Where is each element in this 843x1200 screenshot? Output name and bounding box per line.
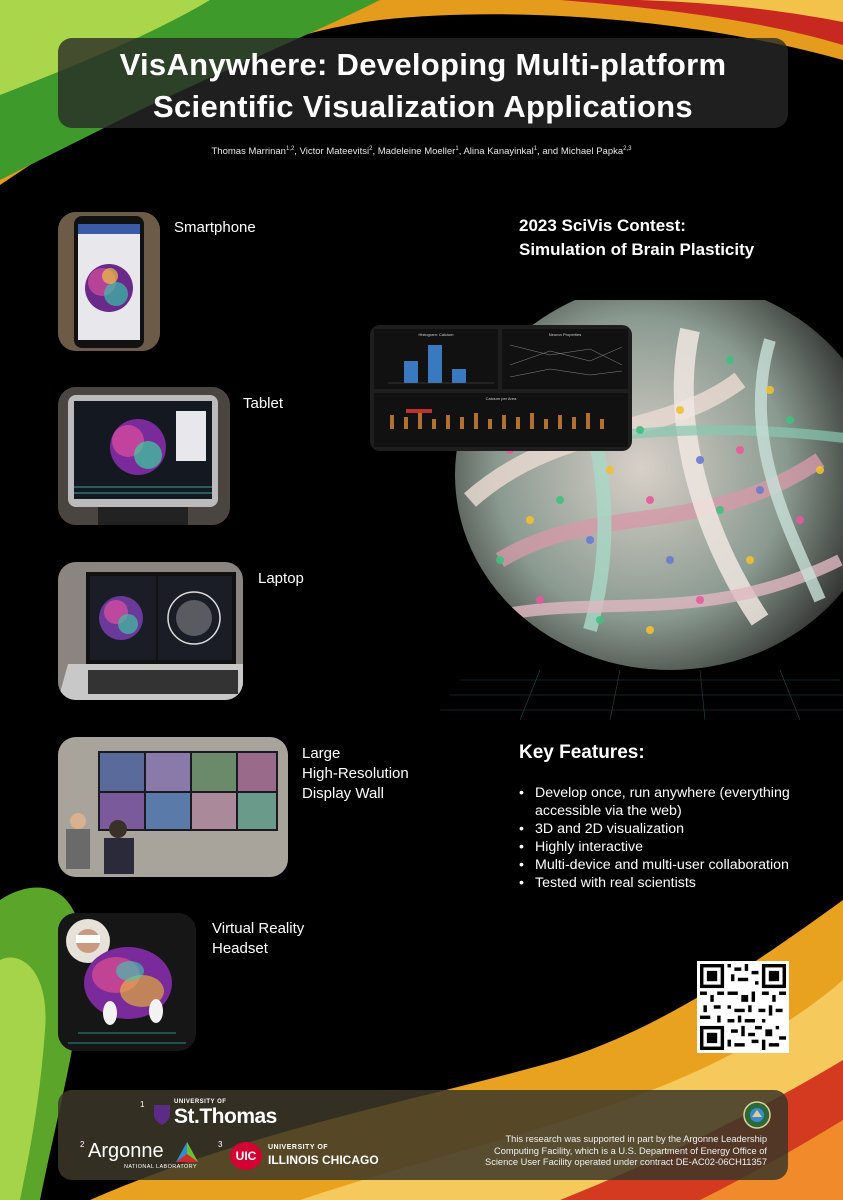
qr-code-pattern xyxy=(700,964,786,1050)
qr-code[interactable] xyxy=(697,961,789,1053)
charts-panel: Histogram: Calcium Neuron Properties Cal… xyxy=(370,325,632,451)
st-thomas-small-text: UNIVERSITY OF xyxy=(174,1099,227,1105)
vr-headset-photo xyxy=(58,913,196,1051)
boxplot-title: Calcium per Area xyxy=(486,396,517,401)
histogram-title: Histogram: Calcium xyxy=(419,332,455,337)
author-name: Michael Papka xyxy=(560,146,624,158)
author-affiliation: 1,2 xyxy=(285,146,295,152)
poster-title: VisAnywhere: Developing Multi-platform S… xyxy=(58,44,788,128)
uic-line-1: UNIVERSITY OF xyxy=(268,1144,329,1151)
acknowledgement-line-1: This research was supported in part by t… xyxy=(505,1134,767,1144)
doe-seal-icon xyxy=(743,1101,771,1129)
author-list: Thomas Marrinan1,2, Victor Mateevitsi2 , … xyxy=(0,146,843,157)
contest-heading-line-2: Simulation of Brain Plasticity xyxy=(519,240,755,259)
uic-logo: UIC UNIVERSITY OF ILLINOIS CHICAGO xyxy=(230,1142,400,1172)
argonne-name: Argonne xyxy=(88,1140,164,1162)
display-wall-label-line-1: Large xyxy=(302,745,341,762)
argonne-subtitle: NATIONAL LABORATORY xyxy=(124,1164,198,1170)
vr-illustration xyxy=(58,913,196,1051)
tablet-photo xyxy=(58,387,230,525)
author-affiliation: 1 xyxy=(533,146,538,152)
title-line-1: VisAnywhere: Developing Multi-platform xyxy=(119,47,727,82)
vr-label-line-2: Headset xyxy=(212,940,268,957)
contest-heading-line-1: 2023 SciVis Contest: xyxy=(519,216,686,235)
list-item: Highly interactive xyxy=(519,838,819,856)
charts-panel-graphics: Histogram: Calcium Neuron Properties Cal… xyxy=(374,329,628,447)
argonne-triangle-icon xyxy=(176,1142,198,1162)
affiliation-number-2: 2 xyxy=(80,1140,85,1149)
author-affiliation: 2,3 xyxy=(623,146,632,152)
author-separator: , xyxy=(372,146,378,158)
parallel-coords-title: Neuron Properties xyxy=(549,332,581,337)
laptop-illustration xyxy=(58,562,243,700)
author-separator: , xyxy=(294,146,300,158)
smartphone-illustration xyxy=(58,212,160,351)
list-item: Develop once, run anywhere (everything a… xyxy=(519,784,819,820)
vr-label-line-1: Virtual Reality xyxy=(212,920,305,937)
display-wall-label-line-2: High-Resolution xyxy=(302,765,409,782)
tablet-illustration xyxy=(58,387,230,525)
author-name: Alina Kanayinkal xyxy=(463,146,534,158)
list-item: Multi-device and multi-user collaboratio… xyxy=(519,856,819,874)
author-separator: , xyxy=(458,146,464,158)
tablet-label: Tablet xyxy=(243,395,284,412)
display-wall-label-line-3: Display Wall xyxy=(302,785,384,802)
author-separator: , and xyxy=(537,146,561,158)
uic-line-2: ILLINOIS CHICAGO xyxy=(268,1153,379,1167)
vr-label: Virtual Reality Headset xyxy=(212,919,304,959)
uic-badge: UIC xyxy=(230,1142,262,1170)
display-wall-label: Large High-Resolution Display Wall xyxy=(302,744,409,804)
smartphone-photo xyxy=(58,212,160,351)
author-name: Thomas Marrinan xyxy=(211,146,286,158)
title-line-2: Scientific Visualization Applications xyxy=(153,89,693,124)
smartphone-label: Smartphone xyxy=(174,219,256,236)
list-item: 3D and 2D visualization xyxy=(519,820,819,838)
author-affiliation: 1 xyxy=(455,146,459,152)
affiliation-number-3: 3 xyxy=(218,1140,223,1149)
author-affiliation: 2 xyxy=(369,146,373,152)
st-thomas-name: St.Thomas xyxy=(174,1105,277,1128)
laptop-photo xyxy=(58,562,243,700)
key-features-list: Develop once, run anywhere (everything a… xyxy=(519,784,819,892)
acknowledgement-line-3: Science User Facility operated under con… xyxy=(485,1157,767,1167)
st-thomas-shield-icon xyxy=(154,1105,170,1125)
display-wall-photo xyxy=(58,737,288,877)
acknowledgement-text: This research was supported in part by t… xyxy=(432,1134,767,1169)
footer-banner xyxy=(58,1090,788,1180)
display-wall-illustration xyxy=(58,737,288,877)
argonne-logo: Argonne NATIONAL LABORATORY xyxy=(88,1140,218,1176)
author-name: Victor Mateevitsi xyxy=(299,146,370,158)
contest-heading: 2023 SciVis Contest: Simulation of Brain… xyxy=(519,214,754,262)
acknowledgement-line-2: Computing Facility, which is a U.S. Depa… xyxy=(494,1145,767,1156)
key-features-heading: Key Features: xyxy=(519,742,645,763)
affiliation-number-1: 1 xyxy=(140,1100,145,1109)
title-banner xyxy=(58,38,788,128)
laptop-label: Laptop xyxy=(258,570,304,587)
author-name: Madeleine Moeller xyxy=(377,146,456,158)
list-item: Tested with real scientists xyxy=(519,874,819,892)
